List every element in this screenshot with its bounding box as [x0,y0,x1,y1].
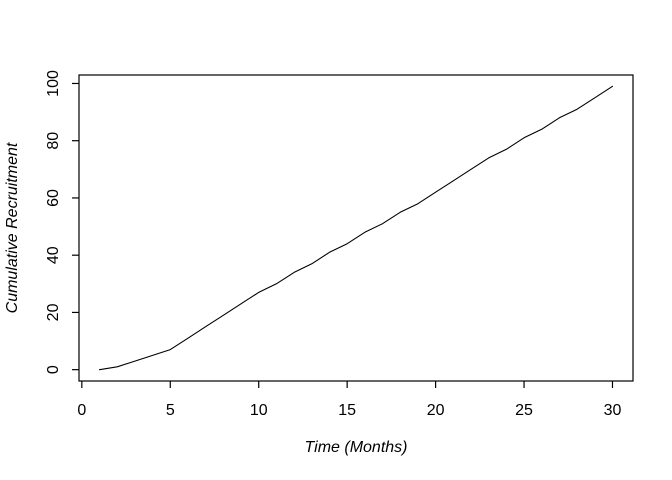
y-tick-label: 20 [45,303,62,321]
y-tick-label: 100 [45,70,62,97]
plot-area: 0 5 10 15 20 25 30 0 20 40 60 80 100 [45,70,634,419]
series-line [98,85,614,371]
x-tick-label: 15 [338,402,356,419]
x-tick-label: 20 [427,402,445,419]
x-tick-label: 25 [515,402,533,419]
x-tick-label: 0 [77,402,86,419]
y-axis-title: Cumulative Recruitment [4,142,21,313]
x-tick-label: 10 [250,402,268,419]
x-tick-label: 30 [604,402,622,419]
y-tick-label: 80 [45,132,62,150]
x-tick-label: 5 [166,402,175,419]
y-tick-label: 60 [45,189,62,207]
y-tick-label: 40 [45,246,62,264]
y-tick-label: 0 [45,365,62,374]
plot-box [78,74,634,382]
x-axis-title: Time (Months) [305,439,408,456]
